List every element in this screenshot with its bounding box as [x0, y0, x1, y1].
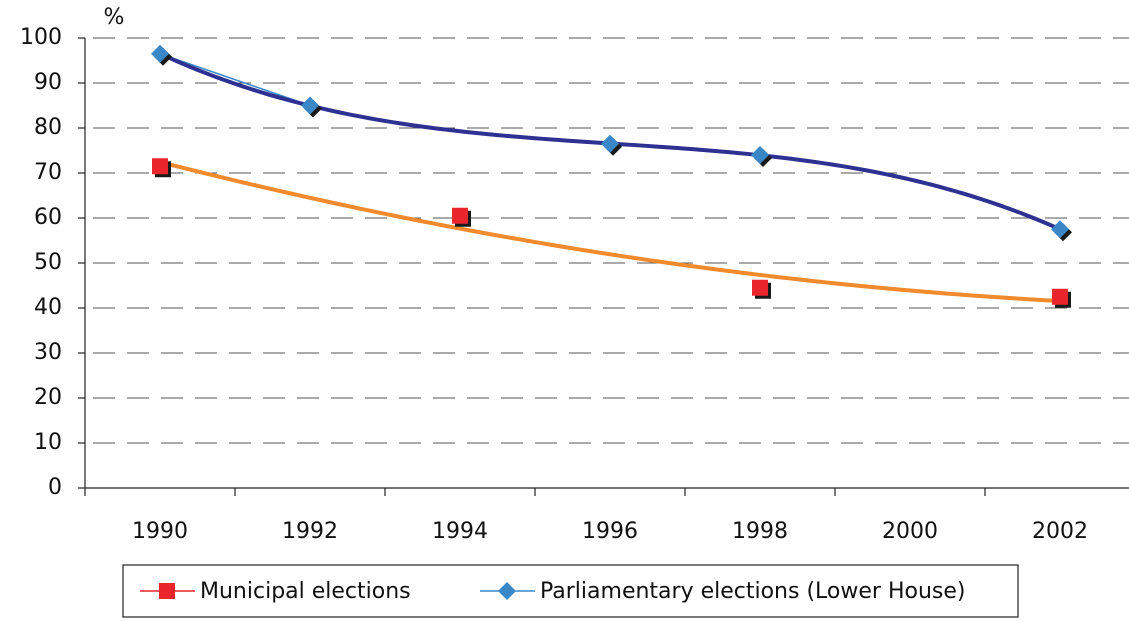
- legend-label: Parliamentary elections (Lower House): [540, 579, 965, 604]
- marker: [301, 96, 319, 115]
- trendline: [159, 160, 1061, 304]
- marker: [152, 158, 168, 175]
- marker: [751, 146, 769, 164]
- marker: [151, 44, 169, 63]
- y-axis-label: %: [104, 5, 125, 30]
- y-tick-label: 30: [34, 340, 62, 365]
- y-tick-label: 20: [34, 385, 62, 410]
- x-tick-label: 2002: [1032, 519, 1088, 544]
- marker: [601, 134, 619, 153]
- x-tick-label: 1992: [282, 519, 338, 544]
- legend-item: Parliamentary elections (Lower House): [480, 579, 965, 604]
- marker: [1051, 220, 1069, 239]
- x-tick-label: 1990: [132, 519, 188, 544]
- legend-item: Municipal elections: [140, 579, 411, 604]
- y-tick-label: 60: [34, 205, 62, 230]
- y-tick-label: 100: [20, 25, 62, 50]
- y-tick-label: 80: [34, 115, 62, 140]
- marker: [752, 279, 768, 296]
- legend-box: [122, 564, 1019, 618]
- y-tick-label: 90: [34, 70, 62, 95]
- y-tick-label: 40: [34, 295, 62, 320]
- y-tick-label: 70: [34, 160, 62, 185]
- marker: [498, 582, 516, 600]
- x-tick-label: 2000: [882, 519, 938, 544]
- marker: [159, 583, 175, 599]
- x-tick-label: 1994: [432, 519, 488, 544]
- y-tick-label: 10: [34, 430, 62, 455]
- series-line: [159, 53, 311, 107]
- y-tick-label: 0: [48, 475, 62, 500]
- y-tick-label: 50: [34, 250, 62, 275]
- marker: [1052, 288, 1068, 305]
- legend-label: Municipal elections: [200, 579, 411, 604]
- x-tick-label: 1996: [582, 519, 638, 544]
- marker: [452, 207, 468, 224]
- x-tick-label: 1998: [732, 519, 788, 544]
